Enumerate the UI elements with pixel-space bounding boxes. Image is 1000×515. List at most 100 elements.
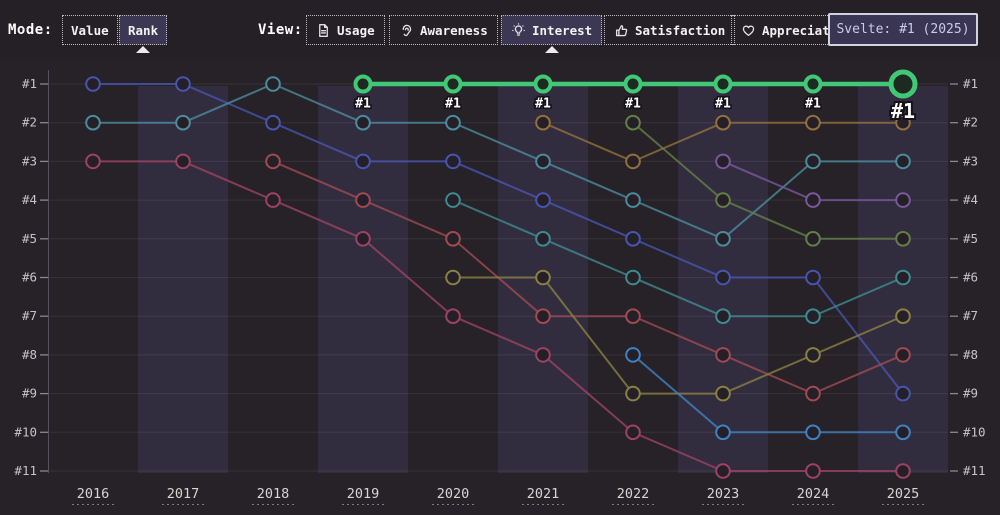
data-point-indigo[interactable]: [715, 269, 731, 286]
mode-value-button[interactable]: Value: [62, 15, 118, 45]
left-rank-label: #1: [22, 76, 37, 91]
series-line-brick: [272, 160, 904, 395]
data-point-maroon[interactable]: [535, 347, 551, 363]
data-point-gold[interactable]: [535, 114, 551, 131]
data-point-cyan[interactable]: [805, 308, 821, 325]
svelte-point[interactable]: [353, 74, 373, 94]
data-point-olive[interactable]: [895, 308, 911, 325]
data-point-cyan[interactable]: [535, 231, 551, 247]
data-point-indigo[interactable]: [355, 153, 371, 170]
view-interest-button[interactable]: Interest: [501, 15, 603, 53]
rank-bump-chart[interactable]: #1 #1 #2 #2 #3 #3 #4 #4 #5 #5 #6 #6 #7 #7 #8 #8 #9 #9 #10 #…: [0, 60, 1000, 515]
svelte-point[interactable]: [443, 74, 463, 94]
data-point-teal[interactable]: [265, 76, 281, 92]
data-point-maroon[interactable]: [355, 231, 371, 247]
data-point-moss[interactable]: [895, 231, 911, 247]
data-point-teal[interactable]: [355, 114, 371, 131]
data-point-brick[interactable]: [265, 153, 281, 170]
x-axis-year-label: 2018: [257, 486, 290, 502]
data-point-indigo[interactable]: [85, 76, 101, 92]
data-point-brick[interactable]: [805, 385, 821, 402]
data-point-olive[interactable]: [715, 385, 731, 402]
data-point-sky[interactable]: [895, 424, 911, 441]
data-point-moss[interactable]: [805, 231, 821, 247]
right-rank-label: #9: [963, 386, 978, 401]
data-point-olive[interactable]: [445, 269, 461, 286]
data-point-maroon[interactable]: [445, 308, 461, 325]
data-point-teal[interactable]: [805, 153, 821, 170]
x-axis-year-label: 2017: [167, 486, 200, 502]
data-point-violet[interactable]: [895, 192, 911, 208]
data-point-sky[interactable]: [805, 424, 821, 441]
data-point-violet[interactable]: [805, 192, 821, 208]
x-axis-year-label: 2020: [437, 486, 470, 502]
data-point-teal[interactable]: [625, 192, 641, 208]
svelte-point-emphasized[interactable]: [888, 69, 918, 99]
view-awareness-button[interactable]: Awareness: [389, 15, 498, 45]
rank-1-point-label: #1: [891, 99, 915, 123]
data-point-gold[interactable]: [715, 114, 731, 131]
data-point-olive[interactable]: [625, 385, 641, 402]
mode-rank-button[interactable]: Rank: [119, 15, 168, 53]
data-point-cyan[interactable]: [895, 269, 911, 286]
data-point-violet[interactable]: [715, 153, 731, 170]
data-point-teal[interactable]: [535, 153, 551, 170]
year-band: [138, 86, 228, 473]
svelte-point[interactable]: [623, 74, 643, 94]
data-point-teal[interactable]: [445, 114, 461, 131]
data-point-brick[interactable]: [625, 308, 641, 325]
data-point-maroon[interactable]: [805, 463, 821, 479]
svelte-point[interactable]: [533, 74, 553, 94]
data-point-maroon[interactable]: [895, 463, 911, 479]
left-rank-label: #3: [22, 153, 37, 168]
left-rank-label: #7: [22, 308, 37, 323]
data-point-indigo[interactable]: [535, 192, 551, 208]
left-rank-label: #2: [22, 115, 37, 130]
data-point-brick[interactable]: [445, 231, 461, 247]
data-point-indigo[interactable]: [265, 114, 281, 131]
right-rank-label: #7: [963, 308, 978, 323]
view-usage-button[interactable]: Usage: [306, 15, 385, 45]
data-point-brick[interactable]: [895, 347, 911, 363]
mode-label: Mode:: [8, 22, 53, 38]
data-point-cyan[interactable]: [715, 308, 731, 325]
data-point-teal[interactable]: [175, 114, 191, 131]
data-point-brick[interactable]: [535, 308, 551, 325]
svelte-point[interactable]: [713, 74, 733, 94]
data-point-indigo[interactable]: [445, 153, 461, 170]
data-point-indigo[interactable]: [895, 385, 911, 402]
data-point-indigo[interactable]: [625, 231, 641, 247]
right-rank-label: #4: [963, 192, 978, 207]
svelte-point[interactable]: [803, 74, 823, 94]
data-point-brick[interactable]: [715, 347, 731, 363]
view-satisfaction-button[interactable]: Satisfaction: [604, 15, 736, 45]
data-point-cyan[interactable]: [445, 192, 461, 208]
data-point-moss[interactable]: [625, 114, 641, 131]
data-point-moss[interactable]: [715, 192, 731, 208]
data-point-maroon[interactable]: [175, 153, 191, 170]
thumbs-up-icon: [614, 23, 629, 38]
heart-icon: [741, 23, 756, 38]
data-point-brick[interactable]: [355, 192, 371, 208]
data-point-maroon[interactable]: [715, 463, 731, 479]
data-point-gold[interactable]: [625, 153, 641, 170]
data-point-teal[interactable]: [715, 231, 731, 247]
data-point-maroon[interactable]: [625, 424, 641, 441]
data-point-cyan[interactable]: [625, 269, 641, 286]
data-point-gold[interactable]: [895, 114, 911, 131]
data-point-maroon[interactable]: [265, 192, 281, 208]
data-point-olive[interactable]: [535, 269, 551, 286]
left-rank-label: #10: [14, 424, 37, 439]
rank-1-point-label: #1: [355, 97, 371, 112]
data-point-indigo[interactable]: [805, 269, 821, 286]
data-point-indigo[interactable]: [175, 76, 191, 92]
data-point-maroon[interactable]: [85, 153, 101, 170]
data-point-sky[interactable]: [715, 424, 731, 441]
data-point-teal[interactable]: [85, 114, 101, 131]
data-point-gold[interactable]: [805, 114, 821, 131]
lightbulb-icon: [511, 22, 526, 38]
data-point-teal[interactable]: [895, 153, 911, 170]
data-point-olive[interactable]: [805, 347, 821, 363]
data-point-sky[interactable]: [625, 347, 641, 363]
rank-1-point-label: #1: [445, 97, 461, 112]
